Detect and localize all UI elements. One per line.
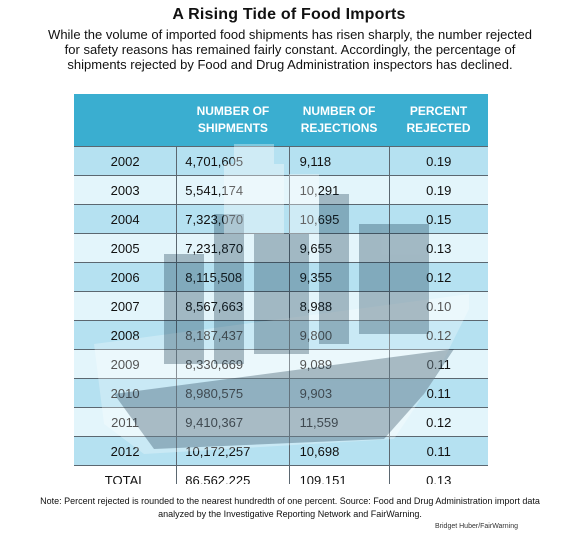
cell-year: 2004 [74, 204, 178, 234]
cell-year: 2003 [74, 175, 178, 205]
source-note: Note: Percent rejected is rounded to the… [40, 496, 540, 519]
header-rejections-line1: NUMBER OF [302, 104, 376, 118]
cell-percent: 0.10 [389, 291, 488, 321]
cell-percent: 0.12 [389, 407, 488, 437]
table-row: 2009 8,330,669 9,089 0.11 [74, 349, 488, 379]
cell-shipments: 8,980,575 [176, 378, 290, 408]
cell-percent: 0.11 [389, 378, 488, 408]
cell-percent: 0.13 [389, 233, 488, 263]
cell-year: 2010 [74, 378, 178, 408]
table-row: 2012 10,172,257 10,698 0.11 [74, 436, 488, 466]
header-rejections: NUMBER OF REJECTIONS [289, 94, 390, 147]
data-table: NUMBER OF SHIPMENTS NUMBER OF REJECTIONS… [74, 94, 488, 484]
cell-percent: 0.12 [389, 262, 488, 292]
table-row: 2006 8,115,508 9,355 0.12 [74, 262, 488, 292]
table-body: 2002 4,701,605 9,118 0.19 2003 5,541,174 10,29… [74, 146, 488, 484]
cell-percent: 0.11 [389, 436, 488, 466]
header-shipments: NUMBER OF SHIPMENTS [176, 94, 290, 147]
cell-shipments: 4,701,605 [176, 146, 290, 176]
chart-title: A Rising Tide of Food Imports [172, 6, 406, 23]
table-row: 2005 7,231,870 9,655 0.13 [74, 233, 488, 263]
cell-shipments: 7,323,070 [176, 204, 290, 234]
table-row: 2004 7,323,070 10,695 0.15 [74, 204, 488, 234]
cell-rejections: 9,903 [289, 378, 390, 408]
cell-rejections: 10,695 [289, 204, 390, 234]
cell-year: 2012 [74, 436, 178, 466]
cell-shipments: 5,541,174 [176, 175, 290, 205]
cell-percent: 0.19 [389, 175, 488, 205]
cell-rejections: 9,800 [289, 320, 390, 350]
data-table-container: NUMBER OF SHIPMENTS NUMBER OF REJECTIONS… [74, 94, 488, 484]
cell-shipments: 7,231,870 [176, 233, 290, 263]
table-row: 2010 8,980,575 9,903 0.11 [74, 378, 488, 408]
cell-shipments: 10,172,257 [176, 436, 290, 466]
header-percent: PERCENT REJECTED [389, 94, 488, 147]
chart-subtitle: While the volume of imported food shipme… [48, 27, 532, 72]
header-percent-line1: PERCENT [409, 104, 468, 118]
cell-rejections: 10,698 [289, 436, 390, 466]
cell-rejections: 9,089 [289, 349, 390, 379]
table-row: 2007 8,567,663 8,988 0.10 [74, 291, 488, 321]
table-total-row: TOTAL 86,562,225 109,151 0.13 [74, 465, 488, 484]
cell-rejections: 9,655 [289, 233, 390, 263]
cell-shipments: 8,330,669 [176, 349, 290, 379]
table-row: 2002 4,701,605 9,118 0.19 [74, 146, 488, 176]
cell-rejections: 9,118 [289, 146, 390, 176]
table-header-row: NUMBER OF SHIPMENTS NUMBER OF REJECTIONS… [74, 94, 488, 147]
table-row: 2003 5,541,174 10,291 0.19 [74, 175, 488, 205]
cell-shipments: 8,115,508 [176, 262, 290, 292]
cell-rejections: 10,291 [289, 175, 390, 205]
cell-percent: 0.12 [389, 320, 488, 350]
cell-year: 2011 [74, 407, 178, 437]
table-row: 2008 8,187,437 9,800 0.12 [74, 320, 488, 350]
header-year [74, 94, 177, 147]
cell-rejections: 109,151 [289, 465, 390, 484]
cell-shipments: 8,187,437 [176, 320, 290, 350]
cell-year: 2008 [74, 320, 178, 350]
cell-percent: 0.13 [389, 465, 488, 484]
credit: Bridget Huber/FairWarning [435, 523, 518, 530]
header-percent-line2: REJECTED [406, 121, 471, 135]
cell-shipments: 86,562,225 [176, 465, 290, 484]
cell-year: 2002 [74, 146, 178, 176]
cell-percent: 0.19 [389, 146, 488, 176]
header-rejections-line2: REJECTIONS [300, 121, 378, 135]
header-shipments-line2: SHIPMENTS [197, 121, 268, 135]
header-shipments-line1: NUMBER OF [196, 104, 270, 118]
cell-rejections: 9,355 [289, 262, 390, 292]
table-row: 2011 9,410,367 11,559 0.12 [74, 407, 488, 437]
cell-percent: 0.11 [389, 349, 488, 379]
cell-year: 2005 [74, 233, 178, 263]
cell-shipments: 9,410,367 [176, 407, 290, 437]
cell-year: 2006 [74, 262, 178, 292]
cell-rejections: 11,559 [289, 407, 390, 437]
cell-year: 2009 [74, 349, 178, 379]
cell-percent: 0.15 [389, 204, 488, 234]
cell-rejections: 8,988 [289, 291, 390, 321]
cell-shipments: 8,567,663 [176, 291, 290, 321]
cell-year: TOTAL [74, 465, 178, 484]
cell-year: 2007 [74, 291, 178, 321]
